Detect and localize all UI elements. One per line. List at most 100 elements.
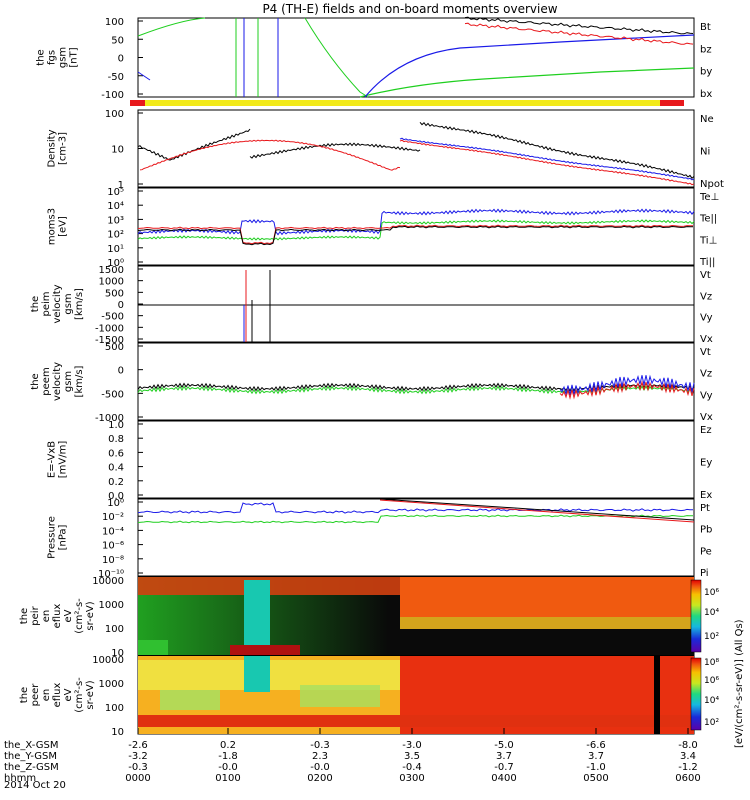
ytick-label: 0.6 <box>108 448 124 459</box>
ephem-value: -2.6 <box>128 740 148 751</box>
ephem-value: 3.7 <box>496 751 512 762</box>
legend-temp-entry: Te|| <box>699 214 717 225</box>
ephem-value: 0000 <box>125 773 150 784</box>
ytick-label: 100 <box>105 624 124 635</box>
ephem-value: -3.2 <box>128 751 148 762</box>
y-axis-labels: the fgs gsm [nT]Density [cm-3]moms3 [eV]the pe… <box>19 47 96 713</box>
colorbar-tick: 10² <box>704 718 719 728</box>
ylabel-line: [km/s] <box>74 365 85 397</box>
ylabel-line: [cm-3] <box>58 132 69 165</box>
ephem-value: 0600 <box>675 773 700 784</box>
ylabel-line: the <box>30 296 41 312</box>
ylabel-line: [mV/m] <box>58 441 69 479</box>
trace-pt <box>379 498 695 521</box>
ytick-label: 0 <box>118 300 124 311</box>
panel-frame-peim <box>137 265 695 343</box>
ylabel-line: fgs <box>47 50 58 65</box>
ylabel-line: peim <box>41 291 52 316</box>
ytick-label: 1000 <box>99 277 124 288</box>
ylabel-peir: the peir en eflux eV (cm²-s-sr-eV) <box>19 598 96 634</box>
ytick-label: 10⁻⁸ <box>102 555 124 566</box>
ephem-value: -6.6 <box>586 740 606 751</box>
legend-temp-entry: Te⊥ <box>699 192 719 203</box>
trace-ti-perp <box>137 208 695 236</box>
ephem-value: -0.7 <box>494 762 514 773</box>
colorbar-tick: 10⁴ <box>704 608 719 618</box>
ephem-value: -1.2 <box>678 762 698 773</box>
ephem-value: 0200 <box>307 773 332 784</box>
colorbar-ticks: 10⁶ 10⁴ 10² 10⁸ 10⁶ 10⁴ 10² <box>704 588 719 728</box>
ylabel-peem: the peem velocity gsm [km/s] <box>30 362 85 401</box>
ytick-label: 10⁰ <box>107 498 124 509</box>
ylabel-line: eflux <box>52 683 63 708</box>
legend-fgs-entry: Bt <box>700 22 711 33</box>
ylabel-line: [nPa] <box>58 524 69 550</box>
ytick-label: 100 <box>105 109 124 120</box>
ephem-label: the_X-GSM <box>4 740 58 751</box>
legend-peim-entry: Vt <box>700 270 711 281</box>
panel-frame-fgs <box>137 17 695 98</box>
colorbar-tick: 10⁶ <box>704 588 719 598</box>
legend-peem-entry: Vt <box>700 347 711 358</box>
ylabel-line: velocity <box>52 362 63 401</box>
ylabel-line: (cm²-s- <box>74 677 85 713</box>
ephem-value: -0.4 <box>402 762 422 773</box>
trace-bz <box>464 22 694 45</box>
chart-title: P4 (TH-E) fields and on-board moments ov… <box>262 2 557 16</box>
ylabel-efield: E=-VxB [mV/m] <box>47 441 69 479</box>
ylabel-line: gsm <box>58 47 69 68</box>
panel-frame-peem <box>137 342 695 421</box>
trace-ni <box>249 142 421 159</box>
ytick-label: -500 <box>101 389 124 400</box>
legend-pressure-entry: Pe <box>700 546 712 557</box>
ytick-label: 0.4 <box>108 463 124 474</box>
legend-temp-entry: Ti|| <box>699 257 715 268</box>
ylabel-line: en <box>41 610 52 623</box>
ytick-label: 10¹ <box>107 244 124 255</box>
ylabel-fgs: the fgs gsm [nT] <box>36 47 80 68</box>
ylabel-line: moms3 <box>47 208 58 245</box>
ylabel-line: Pressure <box>47 516 58 559</box>
trace-npot <box>399 137 695 181</box>
ylabel-line: peir <box>30 605 41 625</box>
ylabel-line: the <box>19 687 30 703</box>
ephem-value: -1.8 <box>218 751 238 762</box>
ytick-label: -100 <box>101 90 124 101</box>
ylabel-line: sr-eV) <box>85 601 96 630</box>
ylabel-peim: the peim velocity gsm [km/s] <box>30 284 85 323</box>
ylabel-line: [km/s] <box>74 288 85 320</box>
ytick-label: -1500 <box>95 335 124 346</box>
ytick-label: 10 <box>111 727 124 738</box>
ytick-label: -50 <box>108 72 124 83</box>
ephem-value: 3.7 <box>588 751 604 762</box>
ephem-value: 3.5 <box>404 751 420 762</box>
ytick-label: 1000 <box>99 679 124 690</box>
trace-ne <box>399 139 695 186</box>
trace-ni <box>137 128 251 161</box>
trace-pe <box>137 514 693 524</box>
ytick-label: 10⁻¹⁰ <box>98 569 124 580</box>
legend-peim-entry: Vx <box>700 334 713 345</box>
ytick-label: 10³ <box>107 215 124 226</box>
colorbar-tick: 10⁴ <box>704 696 719 706</box>
ytick-label: 10⁻⁶ <box>102 541 124 552</box>
ytick-label: 10 <box>111 648 124 659</box>
ytick-label: 10⁴ <box>107 201 124 212</box>
trace-by <box>137 17 206 37</box>
ylabel-line: the <box>19 608 30 624</box>
trace-by <box>304 17 369 98</box>
ytick-label: 1.0 <box>108 420 124 431</box>
legend-fgs-entry: bx <box>700 89 712 100</box>
ephem-value: -0.3 <box>128 762 148 773</box>
ephem-value: 0300 <box>399 773 424 784</box>
ytick-label: 0.0 <box>108 491 124 502</box>
ephem-label: the_Y-GSM <box>4 751 57 762</box>
panel-frame-temp <box>137 187 695 266</box>
ytick-label: 10 <box>111 145 124 156</box>
y-ticks: 100500-50-10010010110⁵10⁴10³10²10¹10⁰150… <box>92 17 143 738</box>
ytick-label: 10⁻² <box>102 512 124 523</box>
ephem-value: 2.3 <box>312 751 328 762</box>
trace-bx <box>364 34 695 98</box>
